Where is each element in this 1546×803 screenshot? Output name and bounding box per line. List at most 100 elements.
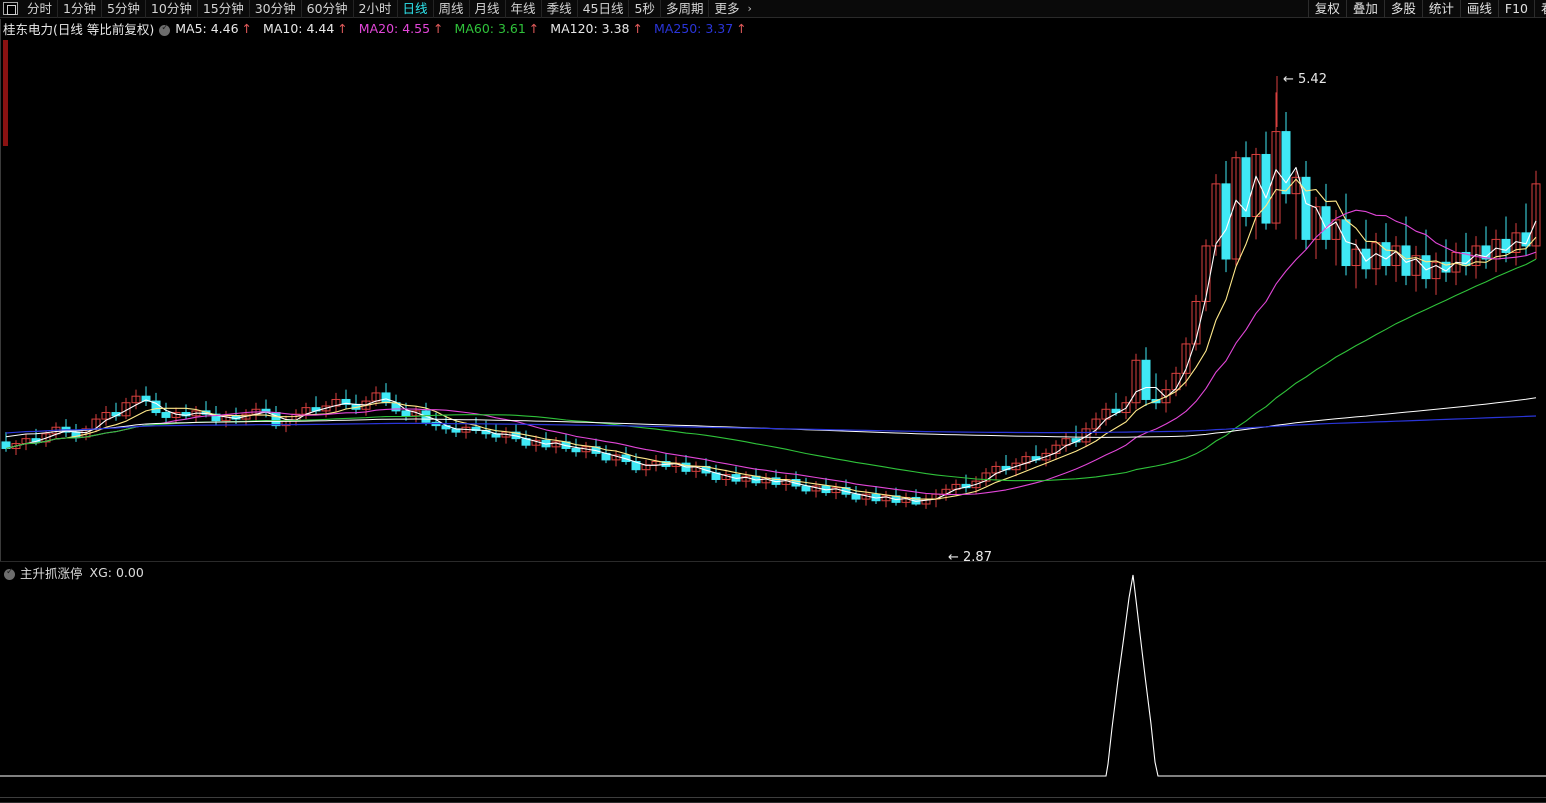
period-toolbar: 分时 1分钟 5分钟 10分钟 15分钟 30分钟 60分钟 2小时 日线 周线 月线 年线 季线 45日… (0, 0, 1546, 18)
ma-trend-arrow-ma20: ↑ (433, 20, 444, 36)
candle-139 (1391, 236, 1401, 282)
toolbar-action-3[interactable]: 统计 (1421, 0, 1460, 18)
price-candlestick-svg: ← 5.42← 2.87 财涨榜跌 (1, 72, 1541, 561)
period-tab-13[interactable]: 45日线 (576, 0, 629, 18)
candle-7 (71, 423, 81, 442)
period-tab-5[interactable]: 30分钟 (248, 0, 301, 18)
ma-line-ma60 (5, 258, 1537, 482)
period-tab-9[interactable]: 周线 (432, 0, 469, 18)
candle-65 (651, 455, 661, 472)
candle-129 (1291, 170, 1301, 240)
candle-14 (141, 386, 151, 406)
candle-113 (1131, 353, 1141, 410)
candle-144 (1441, 239, 1451, 282)
left-edge-candle-stub (3, 40, 8, 146)
candle-134 (1341, 193, 1351, 276)
candle-34 (341, 389, 351, 410)
candle-69 (691, 461, 701, 478)
period-tab-list: 分时 1分钟 5分钟 10分钟 15分钟 30分钟 60分钟 2小时 日线 周线 月线 年线 季线 45日… (22, 0, 755, 18)
period-tab-11[interactable]: 年线 (504, 0, 541, 18)
candle-92 (921, 494, 931, 509)
toolbar-action-4[interactable]: 画线 (1459, 0, 1498, 18)
price-chart-pane[interactable]: 桂东电力(日线 等比前复权) MA5: 4.46↑MA10: 4.44↑MA20… (0, 19, 1546, 561)
period-tab-3[interactable]: 10分钟 (144, 0, 197, 18)
ma-legend-ma60: MA60: 3.61 (454, 20, 526, 36)
candle-119 (1191, 294, 1201, 351)
left-axis-gutter (0, 19, 1, 561)
candle-78 (781, 474, 791, 491)
candle-100 (1001, 455, 1011, 475)
candle-83 (831, 482, 841, 500)
toolbar-action-0[interactable]: 复权 (1307, 0, 1346, 18)
candle-106 (1061, 432, 1071, 452)
toolbar-action-2[interactable]: 多股 (1383, 0, 1422, 18)
candle-12 (121, 397, 131, 420)
period-tab-12[interactable]: 季线 (540, 0, 577, 18)
period-tab-10[interactable]: 月线 (468, 0, 505, 18)
chevron-right-icon[interactable]: › (747, 2, 752, 15)
ma-trend-arrow-ma120: ↑ (632, 20, 643, 36)
period-tab-0[interactable]: 分时 (27, 0, 53, 16)
candle-123 (1231, 151, 1241, 266)
candle-141 (1411, 245, 1421, 292)
annotation-high-label: ← 5.42 (1283, 72, 1327, 87)
candle-11 (111, 402, 121, 421)
ma-legend-ma250: MA250: 3.37 (653, 20, 734, 36)
ma-trend-arrow-ma5: ↑ (241, 20, 253, 36)
candle-54 (541, 432, 551, 451)
check-circle-icon[interactable] (159, 23, 171, 36)
toolbar-right-actions: 复权叠加多股统计画线F10看 (1307, 0, 1546, 18)
period-tab-15[interactable]: 多周期 (659, 0, 709, 18)
candle-114 (1141, 347, 1151, 406)
period-tab-7[interactable]: 2小时 (352, 0, 397, 18)
candle-122 (1221, 161, 1231, 273)
ma-legend-ma20: MA20: 4.55 (358, 20, 431, 36)
candle-127 (1271, 92, 1281, 230)
candle-10 (101, 406, 111, 426)
ma-legend-ma5: MA5: 4.46 (175, 20, 239, 36)
period-tab-14[interactable]: 5秒 (628, 0, 659, 18)
ma-legend-ma120: MA120: 3.38 (550, 20, 630, 36)
toolbar-action-1[interactable]: 叠加 (1345, 0, 1384, 18)
candle-150 (1501, 216, 1511, 263)
candle-87 (871, 486, 881, 504)
candle-115 (1151, 373, 1161, 410)
candle-72 (721, 469, 731, 487)
symbol-title: 桂东电力(日线 等比前复权) (3, 21, 155, 37)
period-tab-4[interactable]: 15分钟 (196, 0, 249, 18)
candle-136 (1361, 219, 1371, 279)
candle-135 (1351, 239, 1361, 289)
ma-line-group (5, 166, 1537, 502)
period-tab-16[interactable]: 更多 (708, 0, 744, 18)
period-tab-8[interactable]: 日线 (396, 0, 433, 18)
candle-44 (441, 415, 451, 434)
period-tab-2[interactable]: 5分钟 (100, 0, 145, 18)
period-tab-1[interactable]: 1分钟 (57, 0, 101, 18)
candle-41 (411, 406, 421, 423)
candle-107 (1071, 425, 1081, 447)
indicator-header: 主升抓涨停 XG: 0.00 (0, 562, 1546, 582)
ma-trend-arrow-ma10: ↑ (337, 20, 348, 36)
toolbar-action-5[interactable]: F10 (1497, 0, 1534, 18)
candle-132 (1321, 183, 1331, 250)
candle-109 (1091, 412, 1101, 436)
ma-value-list: MA5: 4.46 ↑ MA10: 4.44 ↑ MA20: 4.55 ↑ MA60: 3.… (175, 21, 757, 36)
ma-line-ma20 (5, 209, 1537, 496)
ma-line-ma5 (5, 166, 1537, 502)
toolbar-action-6[interactable]: 看 (1534, 0, 1546, 18)
indicator-xg-line (0, 574, 1546, 777)
candle-88 (881, 490, 891, 508)
period-tab-6[interactable]: 60分钟 (300, 0, 353, 18)
candle-6 (61, 419, 71, 438)
indicator-title: 主升抓涨停 (20, 565, 83, 581)
candle-124 (1241, 141, 1251, 227)
check-circle-icon[interactable] (4, 567, 15, 580)
panel-toggle-icon[interactable] (3, 2, 18, 15)
candle-2 (21, 433, 31, 451)
ma-legend-ma10: MA10: 4.44 (263, 20, 335, 36)
indicator-pane[interactable]: 主升抓涨停 XG: 0.00 (0, 561, 1546, 803)
svg-text:← 5.42: ← 5.42 (1283, 72, 1327, 87)
candle-58 (581, 441, 591, 459)
candle-102 (1021, 451, 1031, 470)
